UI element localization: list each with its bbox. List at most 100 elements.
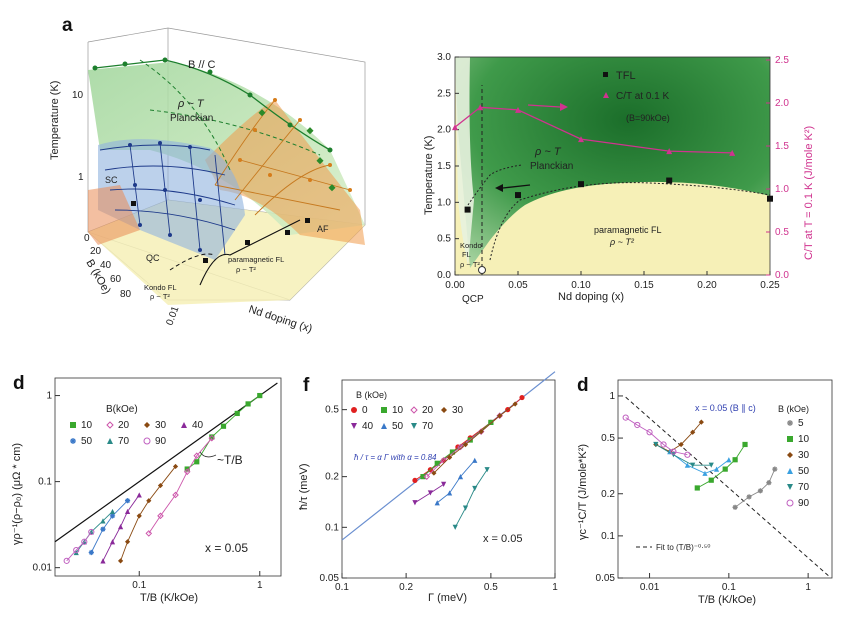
d-left-point-90	[88, 528, 95, 536]
d-right-xtick: 0.01	[640, 582, 660, 593]
d-right-point-90	[646, 429, 653, 436]
d-right-legend: 5 10 30 50 70 90	[786, 418, 810, 509]
d-left-legend-label: 10	[81, 420, 93, 431]
f-curve-40	[414, 483, 444, 504]
a-right-ticks: 0.00 0.05 0.10 0.15 0.20 0.250.00.51.01.52.02…	[437, 52, 789, 291]
d-left-point-20	[183, 468, 191, 476]
d-right-curve-90	[625, 417, 688, 456]
sc-surface	[98, 139, 245, 260]
a-right-y2tick: 1.5	[775, 141, 789, 152]
d-right-point-90	[660, 441, 667, 448]
a-right-ytick: 2.0	[437, 125, 451, 136]
d-right-legend-label: 50	[798, 466, 810, 477]
d-right-point-90	[684, 451, 691, 458]
planckian-label-1: ρ ~ T	[177, 98, 205, 110]
f-curve-50	[436, 460, 476, 504]
d-right-point-90	[634, 421, 641, 429]
d-left-curve-50	[90, 500, 128, 553]
d-left-xlabel: T/B (K/kOe)	[140, 592, 198, 604]
d-left-point-20	[208, 434, 216, 442]
d-left-legend-label: 20	[118, 420, 130, 431]
d-right-curve-10	[697, 444, 746, 489]
para-label-1: paramagnetic FL	[594, 225, 662, 235]
ct-point	[729, 149, 736, 156]
f-legend-marker	[411, 423, 417, 429]
f-legend-marker	[441, 407, 447, 413]
d-left-legend: 10 20 30 40 50 70 90	[70, 420, 204, 447]
d-right-legend-marker	[787, 436, 793, 442]
a-right-points	[452, 104, 773, 213]
tfl-point	[515, 192, 521, 199]
d-left-legend-label: 50	[81, 436, 93, 447]
a-right-xtick: 0.15	[634, 280, 654, 291]
d-right-legend-label: 5	[798, 418, 804, 429]
ct-point	[578, 136, 584, 143]
green-top-markers	[92, 57, 333, 153]
a-right-y2tick: 2.0	[775, 98, 789, 109]
qc-label: QC	[146, 253, 160, 263]
d-left-point-40	[100, 558, 106, 564]
d-right-fit-label: Fit to (T/B)⁻⁰·⁵⁰	[656, 543, 710, 552]
d-right-legend-marker	[787, 468, 793, 474]
para-fl-label-2: ρ ~ T²	[236, 265, 256, 274]
d-left-ticks: 0.1 1 0.01 0.1 1	[33, 391, 263, 591]
d-left-legend-marker	[144, 422, 150, 428]
d-left-doping: x = 0.05	[205, 541, 248, 555]
f-legend-label: 0	[362, 405, 368, 416]
a-right-y2label: C/T at T = 0.1 K (J/mole K²)	[803, 126, 815, 260]
a-right-ytick: 0.5	[437, 234, 451, 245]
d-left-point-90	[73, 546, 80, 554]
f-xlabel: Γ (meV)	[428, 592, 467, 604]
tfl-markers-3d	[131, 201, 310, 263]
d-right-ticks: 0.01 0.1 1 0.05 0.1 0.2 0.5 1	[596, 391, 812, 593]
f-xtick: 0.5	[484, 582, 498, 593]
kondo-label-2: ρ ~ T²	[150, 292, 170, 301]
d-right-legend-marker	[786, 499, 794, 507]
tfl-point	[578, 181, 584, 188]
d-left-ytick: 1	[46, 391, 52, 402]
d-right-point-10	[742, 441, 748, 448]
f-legend-marker	[381, 407, 387, 413]
a-right-y2tick: 0.5	[775, 227, 789, 238]
x-axis-label-3d: Nd doping (x)	[247, 303, 314, 335]
orange-floor	[88, 185, 140, 245]
a-right-y2tick: 2.5	[775, 55, 789, 66]
d-right-curve-5	[734, 468, 776, 508]
f-points	[412, 394, 525, 530]
d-left-legend-title: B(kOe)	[106, 404, 138, 415]
ct-point	[666, 148, 673, 155]
sc-label: SC	[105, 175, 118, 185]
d-left-fit-line	[54, 382, 278, 543]
d-left-legend-marker	[70, 422, 76, 428]
d-right-xtick: 1	[805, 582, 811, 593]
f-legend-label: 50	[392, 421, 404, 432]
ct-point	[452, 124, 458, 131]
a-right-ytick: 0.0	[437, 270, 451, 281]
title-b-c: B // C	[188, 59, 216, 71]
tfl-point	[464, 206, 471, 213]
panel-letter-f: f	[303, 375, 310, 396]
d-left-point-20	[145, 530, 153, 537]
a-right-ytick: 2.5	[437, 88, 451, 99]
d-left-point-30	[117, 558, 124, 564]
para-fl-label-1: paramagnetic FL	[228, 255, 284, 264]
f-legend-label: 30	[452, 405, 464, 416]
d-left-points	[63, 392, 263, 564]
d-right-curve-30	[655, 421, 702, 453]
z-tick-10: 10	[72, 90, 84, 101]
d-right-xtick: 0.1	[722, 582, 736, 593]
legend-field: (B=90kOe)	[626, 113, 670, 123]
d-right-xlabel: T/B (K/kOe)	[698, 594, 756, 606]
panel-d-left: d 0.1 1 0.01 0.1 1 ~T/B x = 0.05 B(kOe) 10 20…	[11, 373, 282, 604]
d-left-xtick: 0.1	[132, 580, 146, 591]
d-right-curve-50	[669, 451, 730, 474]
d-left-curve-90	[66, 531, 92, 562]
d-left-legend-marker	[143, 437, 151, 445]
a-right-xtick: 0.00	[445, 280, 465, 291]
f-legend-label: 10	[392, 405, 404, 416]
f-legend: 0 10 20 30 40 50 70	[351, 405, 464, 432]
d-left-legend-marker	[107, 438, 113, 444]
tfl-point	[767, 195, 773, 202]
ct-point	[477, 104, 484, 111]
plot-frame-d-left	[54, 377, 282, 577]
